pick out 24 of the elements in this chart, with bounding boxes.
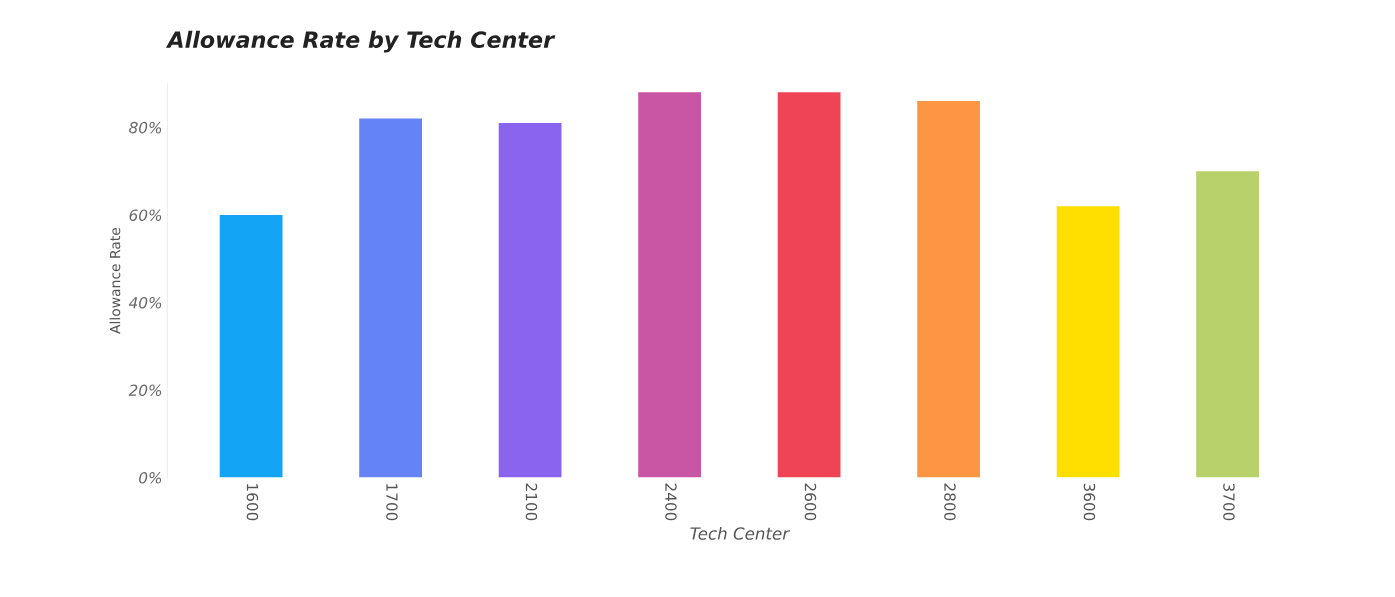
x-tick-label: 3600 (1083, 483, 1096, 521)
bar (498, 122, 562, 478)
x-axis-title: Tech Center (690, 526, 790, 540)
bar (638, 92, 701, 478)
bar (777, 92, 841, 478)
y-tick-label: 0% (139, 472, 162, 484)
bar (1196, 171, 1259, 478)
chart-title: Allowance Rate by Tech Center (165, 30, 556, 53)
y-tick-label: 60% (129, 209, 162, 221)
y-tick-label: 80% (129, 121, 162, 134)
bar (219, 214, 283, 478)
y-axis-title: Allowance Rate (109, 227, 121, 334)
bar (359, 118, 422, 478)
bar (917, 101, 980, 478)
y-tick-label: 40% (128, 296, 162, 309)
x-tick-label: 1700 (386, 484, 398, 521)
x-tick-label: 2400 (665, 483, 677, 521)
bar (1056, 206, 1120, 478)
x-tick-label: 1600 (246, 484, 259, 521)
x-tick-label: 2600 (804, 483, 817, 521)
x-tick-label: 2100 (525, 483, 538, 521)
y-tick-label: 20% (128, 384, 162, 397)
x-tick-label: 3700 (1223, 483, 1235, 521)
x-tick-label: 2800 (944, 483, 956, 521)
